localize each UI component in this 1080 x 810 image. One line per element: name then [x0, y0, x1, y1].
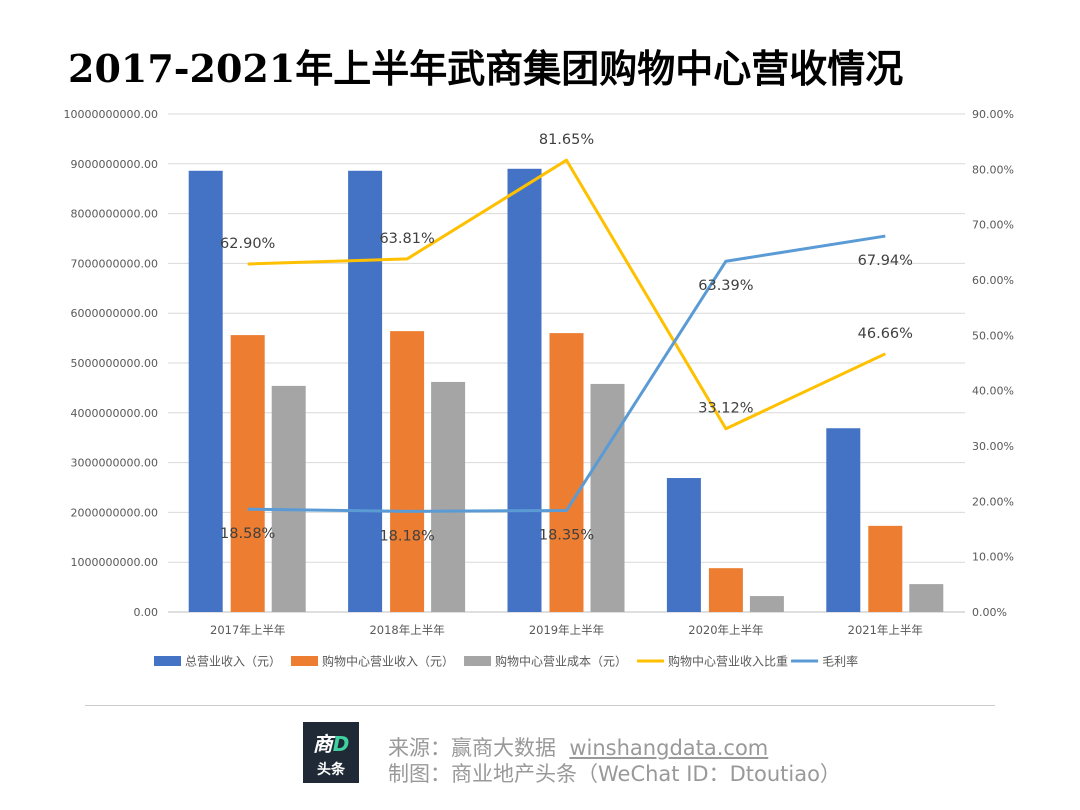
logo: 商D 头条	[303, 722, 359, 783]
bar-1	[826, 428, 861, 612]
data-label: 62.90%	[220, 236, 275, 252]
y-left-tick-label: 0.00	[134, 606, 159, 619]
y-left-tick-label: 2000000000.00	[71, 506, 158, 519]
x-tick-label: 2017年上半年	[210, 623, 285, 637]
line-1	[247, 158, 886, 431]
y-left-tick-label: 7000000000.00	[71, 257, 158, 270]
bar-2	[708, 568, 743, 612]
logo-text: 商	[312, 732, 333, 756]
y-right-tick-label: 40.00%	[972, 385, 1014, 398]
divider	[85, 705, 995, 706]
y-right-tick-label: 90.00%	[972, 108, 1014, 121]
source-link[interactable]: winshangdata.com	[569, 736, 769, 760]
x-tick-label: 2020年上半年	[688, 623, 763, 637]
y-left-tick-label: 1000000000.00	[71, 556, 158, 569]
y-left-tick-label: 4000000000.00	[71, 407, 158, 420]
y-right-tick-label: 0.00%	[972, 606, 1007, 619]
data-label: 67.94%	[858, 253, 913, 269]
y-right-tick-label: 10.00%	[972, 551, 1014, 564]
source-line: 来源：赢商大数据 winshangdata.com	[388, 732, 768, 762]
x-tick-label: 2021年上半年	[848, 623, 923, 637]
y-right-tick-label: 20.00%	[972, 495, 1014, 508]
line-2	[247, 234, 886, 513]
legend-label: 购物中心营业收入（元）	[322, 654, 454, 669]
credit-text: 制图：商业地产头条（WeChat ID：Dtoutiao）	[388, 762, 841, 786]
bar-2	[549, 333, 584, 612]
data-label: 18.18%	[379, 528, 434, 544]
bar-3	[590, 383, 625, 612]
y-left-tick-label: 9000000000.00	[71, 158, 158, 171]
bar-3	[749, 596, 784, 612]
y-left-tick-label: 6000000000.00	[71, 307, 158, 320]
legend-label: 购物中心营业收入比重	[668, 654, 788, 669]
data-label: 63.39%	[698, 278, 753, 294]
y-right-tick-label: 60.00%	[972, 274, 1014, 287]
data-label: 81.65%	[539, 132, 594, 148]
bar-1	[507, 168, 542, 612]
bar-1	[666, 478, 701, 612]
logo-text-2: 头条	[317, 762, 345, 778]
data-label: 18.35%	[539, 527, 594, 543]
y-right-tick-label: 70.00%	[972, 219, 1014, 232]
bar-3	[271, 385, 306, 612]
bar-2	[390, 331, 425, 612]
y-left-tick-label: 8000000000.00	[71, 208, 158, 221]
legend-swatch	[291, 656, 319, 666]
bar-2	[230, 335, 265, 612]
data-label: 33.12%	[698, 401, 753, 417]
x-tick-label: 2019年上半年	[529, 623, 604, 637]
y-right-tick-label: 80.00%	[972, 163, 1014, 176]
y-right-tick-label: 30.00%	[972, 440, 1014, 453]
bar-3	[431, 381, 466, 612]
legend-label: 总营业收入（元）	[185, 655, 281, 669]
source-text: 来源：赢商大数据	[388, 736, 556, 760]
x-tick-label: 2018年上半年	[369, 623, 444, 637]
y-left-tick-label: 10000000000.00	[64, 108, 158, 121]
logo-d: D	[332, 732, 350, 756]
y-right-tick-label: 50.00%	[972, 329, 1014, 342]
data-label: 63.81%	[379, 231, 434, 247]
bar-2	[868, 525, 903, 612]
bar-1	[188, 170, 223, 612]
data-label: 46.66%	[858, 326, 913, 342]
bar-3	[909, 584, 944, 612]
y-left-tick-label: 3000000000.00	[71, 457, 158, 470]
data-label: 18.58%	[220, 526, 275, 542]
legend-label: 毛利率	[822, 654, 858, 669]
legend-swatch	[464, 656, 492, 666]
legend-label: 购物中心营业成本（元）	[495, 654, 627, 669]
bar-1	[348, 170, 383, 612]
legend-swatch	[154, 656, 181, 666]
chart-svg: 0.00 1000000000.00 2000000000.00 3000000000…	[64, 108, 1014, 669]
chart-title: 2017-2021年上半年武商集团购物中心营收情况	[68, 46, 904, 91]
y-left-tick-label: 5000000000.00	[71, 357, 158, 370]
